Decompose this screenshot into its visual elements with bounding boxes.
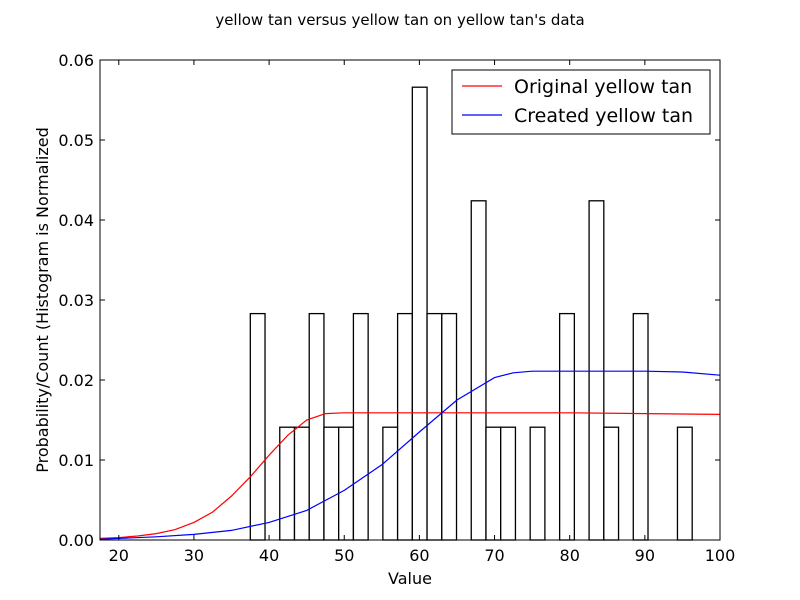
histogram-bar <box>485 426 502 541</box>
histogram-bar <box>279 426 296 541</box>
histogram-bar <box>396 312 413 541</box>
y-tick-label: 0.00 <box>58 531 94 550</box>
y-tick-label: 0.02 <box>58 371 94 390</box>
series-lines <box>99 370 721 540</box>
y-tick-label: 0.05 <box>58 131 94 150</box>
y-tick-label: 0.04 <box>58 211 94 230</box>
histogram-bar <box>603 426 620 541</box>
histogram-bar <box>676 426 693 541</box>
x-tick-label: 50 <box>334 546 354 565</box>
histogram-bar <box>426 312 443 541</box>
x-axis-label: Value <box>388 569 432 588</box>
x-tick-label: 80 <box>560 546 580 565</box>
x-tick-label: 20 <box>109 546 129 565</box>
x-tick-label: 70 <box>484 546 504 565</box>
histogram-bar <box>441 312 458 541</box>
histogram-bar <box>529 426 546 541</box>
axis-ticks: 20 30 40 50 60 70 80 90 100 0.00 0.01 0.02 0.03 0.04 0… <box>58 51 735 565</box>
x-tick-label: 30 <box>184 546 204 565</box>
x-tick-label: 100 <box>705 546 736 565</box>
y-tick-label: 0.01 <box>58 451 94 470</box>
legend-label-created: Created yellow tan <box>514 105 693 127</box>
legend: Original yellow tan Created yellow tan <box>451 69 711 135</box>
histogram-bar <box>500 426 517 541</box>
histogram-bar <box>558 312 576 541</box>
histogram-bar <box>382 426 399 541</box>
histogram-bar <box>632 312 649 541</box>
y-axis-label: Probability/Count (Histogram is Normaliz… <box>33 127 52 473</box>
histogram-bar <box>588 200 605 541</box>
histogram-bar <box>249 312 266 541</box>
legend-box <box>451 69 711 135</box>
y-tick-label: 0.03 <box>58 291 94 310</box>
histogram-bar <box>470 200 487 541</box>
histogram-bar <box>323 426 340 541</box>
x-tick-label: 40 <box>259 546 279 565</box>
y-tick-label: 0.06 <box>58 51 94 70</box>
histogram-bar <box>411 86 428 541</box>
x-tick-label: 60 <box>409 546 429 565</box>
legend-label-original: Original yellow tan <box>514 76 692 98</box>
chart-title: yellow tan versus yellow tan on yellow t… <box>215 11 584 29</box>
histogram-bar <box>338 426 355 541</box>
series-line-created <box>99 370 721 540</box>
series-line-original <box>99 412 721 539</box>
histogram-bar <box>352 312 369 541</box>
histogram-bar <box>308 312 325 541</box>
x-tick-label: 90 <box>635 546 655 565</box>
histogram-bar <box>293 426 310 541</box>
